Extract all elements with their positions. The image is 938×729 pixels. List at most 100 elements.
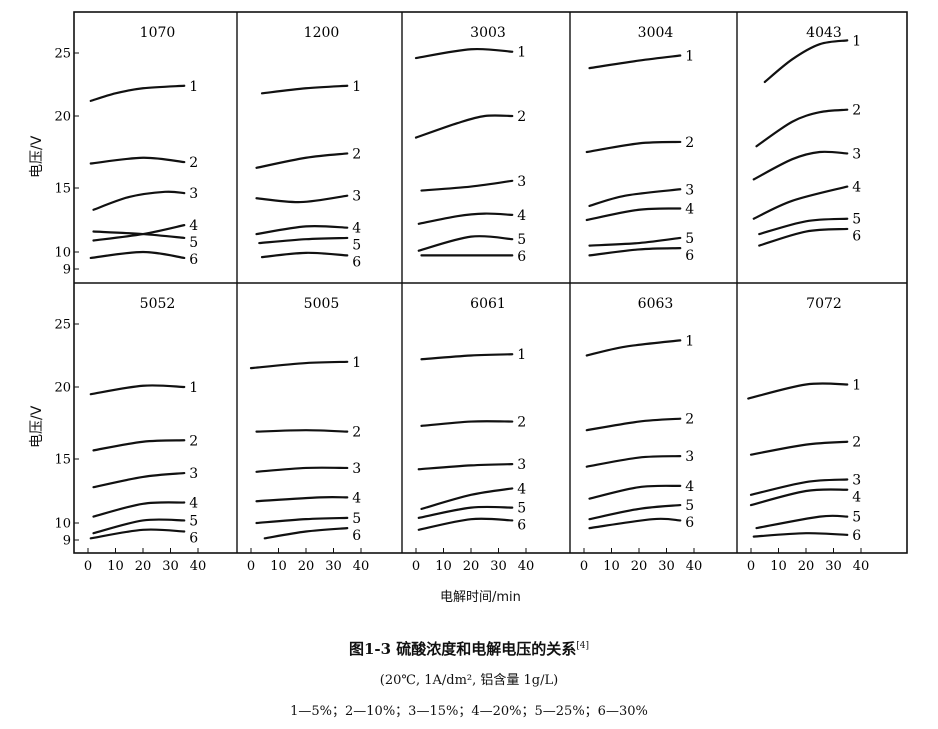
series-label: 3 <box>852 146 861 162</box>
series-label: 6 <box>352 528 361 544</box>
x-tick-label: 10 <box>107 559 124 574</box>
panel-title: 6061 <box>470 296 506 312</box>
series-line-2 <box>755 108 849 148</box>
series-label: 6 <box>852 229 861 245</box>
series-label: 3 <box>189 186 198 202</box>
series-line-4 <box>749 488 849 507</box>
x-axis-label: 电解时间/min <box>440 590 521 605</box>
series-label: 2 <box>517 415 526 431</box>
series-label: 1 <box>352 355 361 371</box>
series-line-2 <box>255 429 349 433</box>
series-label: 2 <box>685 135 694 151</box>
series-line-6 <box>260 251 349 259</box>
series-line-2 <box>585 140 682 154</box>
x-tick-label: 10 <box>435 559 452 574</box>
series-line-3 <box>92 190 186 211</box>
series-label: 1 <box>852 377 861 393</box>
y-axis-label-bottom: 电压/V <box>29 405 45 448</box>
series-label: 5 <box>189 235 198 251</box>
series-line-2 <box>92 439 186 452</box>
series-label: 6 <box>852 528 861 544</box>
series-label: 6 <box>517 518 526 534</box>
series-line-6 <box>588 517 682 530</box>
x-tick-label: 30 <box>490 559 507 574</box>
x-tick-label: 40 <box>518 559 535 574</box>
series-label: 6 <box>685 248 694 264</box>
series-label: 1 <box>517 45 526 61</box>
series-label: 1 <box>852 33 861 49</box>
series-label: 2 <box>352 146 361 162</box>
series-label: 5 <box>189 513 198 529</box>
series-label: 1 <box>685 333 694 349</box>
series-line-6 <box>89 250 186 260</box>
chart-grid: 2520151092520151091070123456120012345630… <box>54 11 908 574</box>
x-tick-label: 20 <box>631 559 648 574</box>
series-label: 6 <box>685 515 694 531</box>
series-line-4 <box>420 487 514 511</box>
series-label: 3 <box>517 457 526 473</box>
series-line-3 <box>92 471 186 489</box>
series-label: 5 <box>685 231 694 247</box>
panel-title: 5052 <box>140 296 176 312</box>
series-line-4 <box>417 212 514 225</box>
series-line-3 <box>420 179 514 192</box>
series-line-6 <box>263 527 349 540</box>
series-line-5 <box>588 503 682 521</box>
series-line-1 <box>585 339 682 357</box>
series-line-2 <box>414 114 514 139</box>
series-label: 2 <box>352 425 361 441</box>
series-line-4 <box>255 496 349 503</box>
series-line-1 <box>89 384 186 396</box>
series-line-1 <box>420 353 514 361</box>
x-tick-label: 20 <box>298 559 315 574</box>
series-label: 4 <box>352 221 361 237</box>
panel-title: 5005 <box>304 296 340 312</box>
series-line-1 <box>747 382 849 400</box>
series-line-5 <box>588 236 682 247</box>
x-tick-label: 20 <box>798 559 815 574</box>
series-line-5 <box>755 514 849 530</box>
y-tick-label: 25 <box>54 47 71 62</box>
series-line-2 <box>420 420 514 427</box>
series-line-3 <box>749 478 849 496</box>
series-line-2 <box>749 440 849 456</box>
x-tick-label: 10 <box>770 559 787 574</box>
series-label: 2 <box>852 103 861 119</box>
x-tick-label: 40 <box>686 559 703 574</box>
series-label: 1 <box>517 347 526 363</box>
series-label: 4 <box>852 489 861 505</box>
y-tick-label: 10 <box>54 246 71 261</box>
series-line-3 <box>585 455 682 468</box>
series-line-1 <box>588 54 682 70</box>
y-tick-label: 15 <box>54 453 71 468</box>
caption-reference: [4] <box>576 641 590 651</box>
series-label: 4 <box>852 180 861 196</box>
series-label: 5 <box>517 232 526 248</box>
series-line-2 <box>255 152 349 169</box>
y-tick-label: 25 <box>54 318 71 333</box>
series-line-6 <box>588 247 682 257</box>
series-label: 2 <box>685 412 694 428</box>
y-tick-label: 15 <box>54 182 71 197</box>
series-line-4 <box>585 207 682 222</box>
series-label: 6 <box>189 252 198 268</box>
series-label: 5 <box>852 510 861 526</box>
series-label: 6 <box>352 255 361 271</box>
series-line-2 <box>89 156 186 165</box>
series-label: 1 <box>189 79 198 95</box>
series-line-6 <box>752 532 849 538</box>
series-line-5 <box>417 235 514 252</box>
series-label: 3 <box>685 449 694 465</box>
series-line-3 <box>417 463 514 471</box>
series-line-5 <box>92 230 186 240</box>
figure-caption-title: 图1-3 硫酸浓度和电解电压的关系[4] <box>0 638 938 659</box>
series-line-6 <box>758 227 849 247</box>
series-line-5 <box>417 505 514 519</box>
x-tick-label: 40 <box>353 559 370 574</box>
series-label: 4 <box>517 208 526 224</box>
series-line-3 <box>752 150 849 181</box>
x-tick-label: 0 <box>412 559 420 574</box>
series-line-1 <box>763 39 849 84</box>
series-label: 5 <box>852 212 861 228</box>
panel-title: 3003 <box>470 25 506 41</box>
